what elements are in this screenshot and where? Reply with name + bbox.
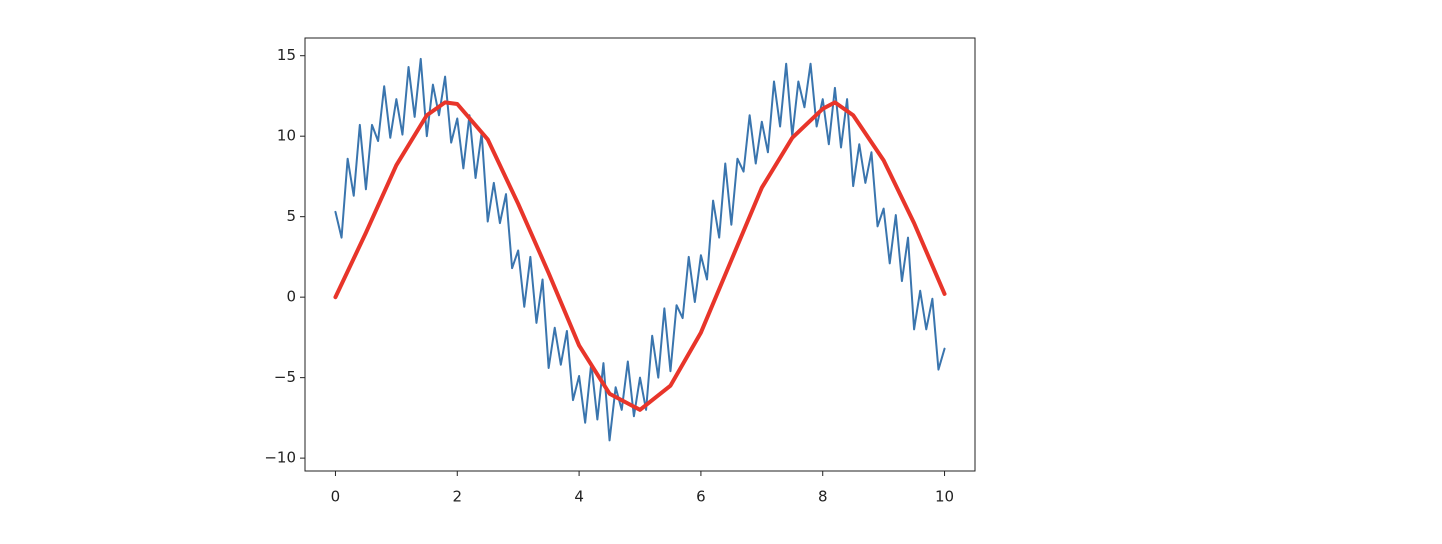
y-tick-label: 5 xyxy=(286,207,296,225)
data-line xyxy=(333,100,947,412)
x-tick-label: 8 xyxy=(818,488,828,506)
y-tick-label: 0 xyxy=(286,288,296,306)
x-tick-label: 10 xyxy=(935,488,954,506)
y-tick-label: −5 xyxy=(274,368,296,386)
plot-area xyxy=(305,38,975,471)
x-tick-label: 0 xyxy=(331,488,341,506)
y-tick-label: −10 xyxy=(264,449,296,467)
x-tick-label: 4 xyxy=(574,488,584,506)
axes-frame xyxy=(304,37,976,472)
y-tick-label: 15 xyxy=(277,46,296,64)
x-tick-label: 6 xyxy=(696,488,706,506)
data-line xyxy=(334,57,946,442)
x-tick-label: 2 xyxy=(452,488,462,506)
y-tick-label: 10 xyxy=(277,127,296,145)
